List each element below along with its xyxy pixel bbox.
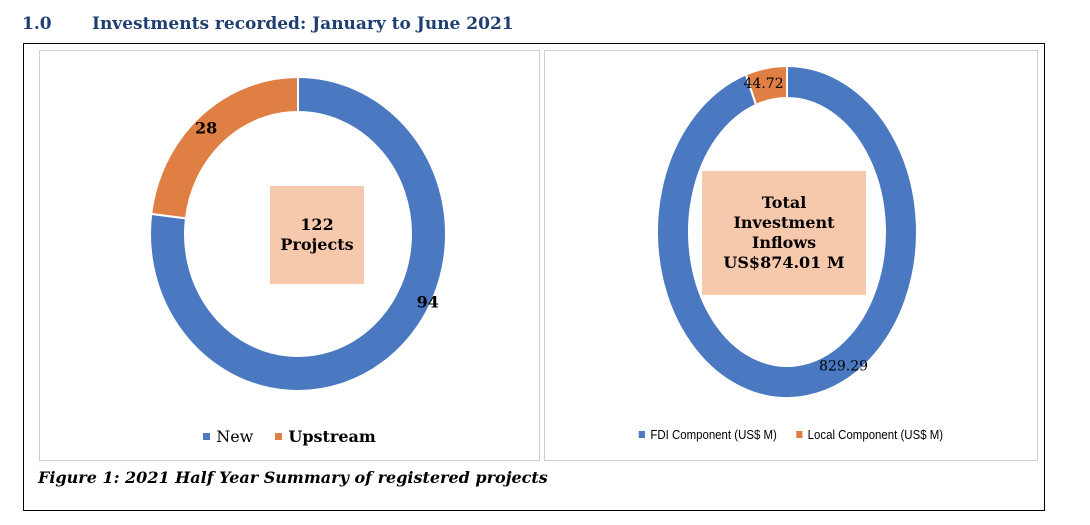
data-label: 829.29 — [819, 358, 868, 374]
legend-item-upstream: Upstream — [275, 427, 376, 446]
center-line: US$874.01 M — [723, 253, 845, 272]
projects-donut-chart: 94 28 — [149, 75, 447, 392]
investment-legend: FDI Component (US$ M) Local Component (U… — [575, 427, 1008, 442]
data-label: 44.72 — [744, 76, 784, 92]
investment-donut-chart: 829.29 44.72 — [656, 64, 918, 399]
legend-label: New — [216, 427, 254, 446]
projects-legend: New Upstream — [40, 427, 539, 446]
legend-swatch — [203, 433, 211, 440]
legend-swatch — [638, 431, 646, 438]
center-line: Total — [761, 193, 807, 212]
projects-center-box: 122 Projects — [270, 186, 364, 284]
legend-item-new: New — [203, 427, 253, 446]
section-heading: 1.0 Investments recorded: January to June… — [22, 14, 514, 34]
legend-label: FDI Component (US$ M) — [650, 427, 777, 442]
data-label: 28 — [195, 118, 217, 137]
figure-frame: 94 28 122 Projects New Upstream 829.29 44.… — [23, 43, 1045, 511]
investment-center-box: Total Investment Inflows US$874.01 M — [702, 171, 866, 295]
donut-slice-upstream — [150, 75, 299, 220]
donut-slice-fdi-component-us-m — [656, 64, 918, 399]
data-label: 94 — [417, 293, 439, 312]
center-line: Projects — [280, 235, 354, 254]
legend-item-fdi: FDI Component (US$ M) — [638, 427, 777, 442]
section-title: Investments recorded: January to June 20… — [92, 14, 514, 34]
legend-item-local: Local Component (US$ M) — [796, 427, 943, 442]
center-line: 122 — [300, 215, 334, 234]
legend-swatch — [796, 431, 803, 438]
legend-label: Upstream — [288, 427, 376, 446]
projects-chart-panel: 94 28 122 Projects New Upstream — [39, 50, 540, 461]
legend-label: Local Component (US$ M) — [807, 427, 944, 442]
figure-caption: Figure 1: 2021 Half Year Summary of regi… — [38, 468, 548, 487]
donut-slice-new — [149, 75, 447, 392]
investment-chart-panel: 829.29 44.72 Total Investment Inflows US$… — [544, 50, 1038, 461]
center-line: Inflows — [751, 233, 817, 252]
legend-swatch — [275, 433, 283, 440]
section-number: 1.0 — [22, 14, 52, 34]
center-line: Investment — [733, 213, 835, 232]
donut-slice-local-component-us-m — [744, 64, 788, 107]
